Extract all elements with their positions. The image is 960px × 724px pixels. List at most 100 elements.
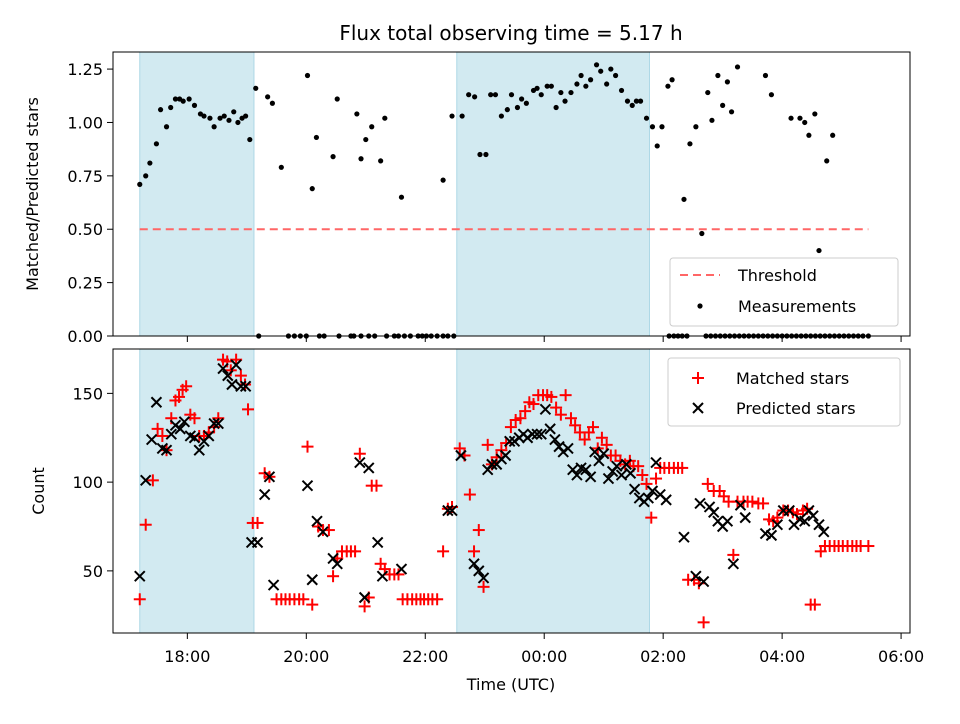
measurement-point xyxy=(544,83,550,89)
predicted-star-point xyxy=(477,572,490,584)
predicted-star-point xyxy=(358,591,371,604)
top-y-tick-label: 0.25 xyxy=(67,274,103,293)
predicted-star-point xyxy=(376,570,389,582)
matched-star-point xyxy=(569,419,582,432)
predicted-star-point xyxy=(535,428,547,440)
measurement-point xyxy=(633,98,640,104)
predicted-star-point xyxy=(580,463,592,476)
predicted-star-point xyxy=(611,460,623,472)
predicted-star-point xyxy=(446,504,458,517)
chart-title: Flux total observing time = 5.17 h xyxy=(339,21,682,45)
measurement-point xyxy=(378,158,384,164)
measurement-point xyxy=(824,158,830,164)
top-y-ticks: 0.00 0.25 0.50 0.75 1.00 1.25 xyxy=(67,60,113,346)
measurement-point xyxy=(157,107,164,113)
predicted-star-point xyxy=(468,558,480,570)
matched-star-point xyxy=(349,545,362,558)
predicted-star-point xyxy=(799,515,811,527)
measurement-point xyxy=(669,77,675,83)
measurement-point xyxy=(477,151,483,158)
predicted-star-point xyxy=(486,458,498,471)
matched-star-point xyxy=(306,598,319,611)
measurement-point xyxy=(247,136,253,143)
bottom-y-tick-label: 100 xyxy=(72,473,103,492)
predicted-star-point xyxy=(615,469,628,481)
measurement-point xyxy=(243,113,249,119)
measurement-point xyxy=(681,196,687,202)
predicted-star-point xyxy=(660,494,672,506)
bottom-axes-frame xyxy=(112,348,911,634)
predicted-star-point xyxy=(628,483,641,495)
matched-star-point xyxy=(224,364,237,377)
measurement-point xyxy=(398,194,405,200)
legend-measurements-label: Measurements xyxy=(738,297,856,316)
measurement-point xyxy=(508,92,515,98)
bottom-x-ticks: 18:00 20:00 22:00 00:00 02:00 04:00 06:00 xyxy=(164,633,924,666)
measurement-point xyxy=(709,117,715,123)
measurement-point xyxy=(519,96,525,102)
bottom-x-tick-label: 22:00 xyxy=(402,647,448,666)
matched-star-point xyxy=(697,616,710,629)
measurement-point xyxy=(504,107,510,113)
predicted-star-point xyxy=(174,423,186,435)
bottom-shaded-regions xyxy=(139,348,650,634)
predicted-star-point xyxy=(140,474,152,487)
measurement-point xyxy=(382,115,388,121)
predicted-star-point xyxy=(504,435,516,448)
matched-star-point xyxy=(431,593,444,606)
measurement-point xyxy=(608,66,614,72)
predicted-star-point xyxy=(499,449,512,462)
predicted-stars-series xyxy=(134,359,830,604)
predicted-star-point xyxy=(160,444,173,456)
measurement-point xyxy=(201,113,207,119)
measurement-point xyxy=(724,79,731,85)
measurement-point xyxy=(788,115,794,121)
measurement-point xyxy=(734,64,741,70)
predicted-star-point xyxy=(593,455,605,467)
predicted-star-point xyxy=(589,446,601,458)
measurement-point xyxy=(538,92,544,98)
measurement-point xyxy=(588,77,594,83)
predicted-star-point xyxy=(239,380,252,392)
matched-star-point xyxy=(234,369,247,382)
matched-star-point xyxy=(301,440,314,453)
matched-star-point xyxy=(808,598,821,611)
measurement-point xyxy=(574,81,580,87)
shaded-region-bottom-0 xyxy=(139,348,255,634)
measurement-point xyxy=(802,119,808,126)
predicted-star-point xyxy=(208,417,220,430)
measurement-point xyxy=(163,124,170,130)
predicted-star-point xyxy=(549,433,561,446)
measurement-point xyxy=(558,89,564,96)
matched-star-point xyxy=(676,461,689,474)
predicted-star-point xyxy=(145,433,158,446)
measurement-point xyxy=(612,72,619,79)
bottom-y-axis-label: Count xyxy=(29,467,48,515)
measurement-point xyxy=(604,81,610,87)
measurement-point xyxy=(514,104,521,111)
measurement-point xyxy=(568,89,574,96)
matched-star-point xyxy=(139,518,152,531)
measurement-point xyxy=(330,154,336,160)
matched-star-point xyxy=(595,431,608,444)
predicted-star-point xyxy=(235,380,247,392)
predicted-star-point xyxy=(739,511,751,524)
matched-star-point xyxy=(519,405,532,418)
measurement-point xyxy=(265,94,271,100)
matched-star-point xyxy=(370,479,383,492)
predicted-star-point xyxy=(371,536,384,549)
top-legend: Threshold Measurements xyxy=(669,257,899,327)
measurement-point xyxy=(598,68,604,74)
top-axes-frame xyxy=(112,51,911,337)
matched-star-point xyxy=(650,472,663,485)
matched-star-point xyxy=(437,545,450,558)
measurement-point xyxy=(548,83,554,89)
measurement-point xyxy=(180,98,186,104)
bottom-legend-box xyxy=(667,357,901,427)
measurement-point xyxy=(449,113,455,119)
measurement-point xyxy=(147,160,153,166)
matched-star-point xyxy=(251,516,264,529)
predicted-star-point xyxy=(584,471,597,483)
matched-star-point xyxy=(636,469,649,482)
x-axis-label: Time (UTC) xyxy=(466,675,555,694)
